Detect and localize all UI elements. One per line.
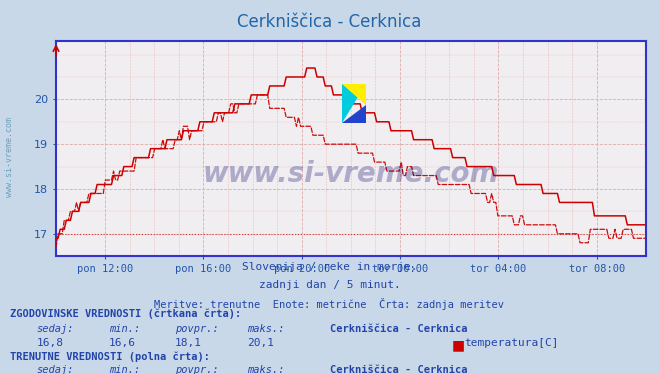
Text: sedaj:: sedaj: bbox=[36, 324, 74, 334]
Text: 16,6: 16,6 bbox=[109, 338, 136, 349]
Text: temperatura[C]: temperatura[C] bbox=[465, 338, 559, 349]
Text: TRENUTNE VREDNOSTI (polna črta):: TRENUTNE VREDNOSTI (polna črta): bbox=[10, 352, 210, 362]
Text: min.:: min.: bbox=[109, 365, 140, 374]
Text: povpr.:: povpr.: bbox=[175, 324, 218, 334]
Text: Cerkniščica - Cerknica: Cerkniščica - Cerknica bbox=[330, 365, 467, 374]
Text: 16,8: 16,8 bbox=[36, 338, 63, 349]
Text: ■: ■ bbox=[451, 338, 465, 352]
Text: ZGODOVINSKE VREDNOSTI (črtkana črta):: ZGODOVINSKE VREDNOSTI (črtkana črta): bbox=[10, 309, 241, 319]
Polygon shape bbox=[342, 105, 366, 123]
Text: Meritve: trenutne  Enote: metrične  Črta: zadnja meritev: Meritve: trenutne Enote: metrične Črta: … bbox=[154, 298, 505, 310]
Text: maks.:: maks.: bbox=[247, 324, 285, 334]
Polygon shape bbox=[342, 84, 366, 105]
Text: Cerkniščica - Cerknica: Cerkniščica - Cerknica bbox=[237, 13, 422, 31]
Text: Slovenija / reke in morje.: Slovenija / reke in morje. bbox=[242, 262, 417, 272]
Text: povpr.:: povpr.: bbox=[175, 365, 218, 374]
Polygon shape bbox=[342, 84, 366, 123]
Text: 20,1: 20,1 bbox=[247, 338, 274, 349]
Text: 18,1: 18,1 bbox=[175, 338, 202, 349]
Text: maks.:: maks.: bbox=[247, 365, 285, 374]
Text: zadnji dan / 5 minut.: zadnji dan / 5 minut. bbox=[258, 280, 401, 290]
Text: www.si-vreme.com: www.si-vreme.com bbox=[203, 160, 499, 188]
Text: www.si-vreme.com: www.si-vreme.com bbox=[5, 117, 14, 197]
Text: min.:: min.: bbox=[109, 324, 140, 334]
Text: sedaj:: sedaj: bbox=[36, 365, 74, 374]
Text: Cerkniščica - Cerknica: Cerkniščica - Cerknica bbox=[330, 324, 467, 334]
